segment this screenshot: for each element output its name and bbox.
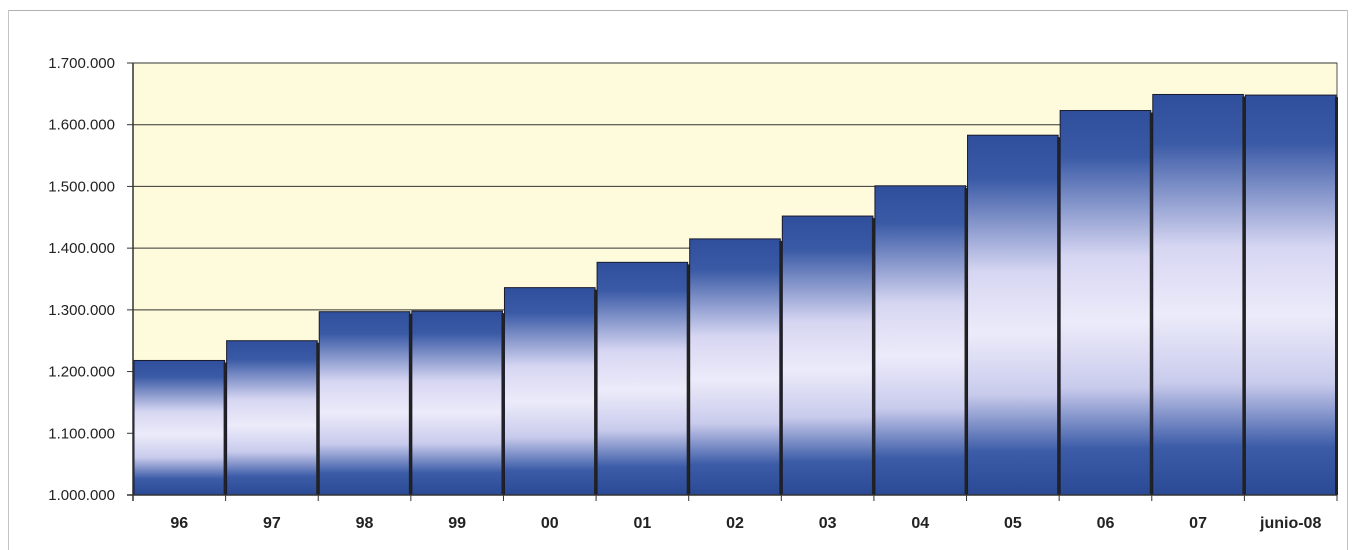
bar-junio-08 (1244, 94, 1337, 496)
x-tick-label: 07 (1189, 515, 1207, 532)
bar-07 (1152, 93, 1244, 496)
bar-shadow (1335, 97, 1338, 495)
x-tick-label: 00 (541, 515, 559, 532)
y-tick-label: 1.300.000 (48, 302, 115, 319)
bar-97 (226, 340, 318, 496)
axes (127, 62, 1338, 501)
x-tick-label: 99 (448, 515, 466, 532)
y-tick-label: 1.600.000 (48, 117, 115, 134)
bar-99 (411, 310, 503, 496)
bar-04 (874, 185, 967, 496)
y-axis-tick-labels: 1.000.000 1.100.000 1.200.000 1.300.000 1.40… (48, 55, 115, 504)
bar-shadow (871, 218, 875, 495)
bars (133, 93, 1338, 496)
y-tick-label: 1.000.000 (48, 487, 115, 504)
bar-shadow (223, 362, 227, 495)
x-tick-label: 06 (1097, 515, 1115, 532)
bar-05 (967, 134, 1059, 496)
bar-shadow (1057, 137, 1061, 495)
bar-00 (503, 287, 596, 496)
bar-shadow (1242, 96, 1246, 495)
bar-shadow (964, 187, 968, 495)
bar-01 (596, 261, 689, 496)
bar-06 (1059, 110, 1152, 496)
x-tick-label: 98 (356, 515, 374, 532)
y-tick-label: 1.700.000 (48, 55, 115, 72)
x-tick-label: 05 (1004, 515, 1022, 532)
bar-02 (689, 238, 781, 496)
bar-shadow (779, 240, 783, 495)
x-tick-label: junio-08 (1259, 515, 1321, 532)
bar-03 (781, 215, 874, 496)
bar-shadow (686, 264, 690, 495)
x-tick-label: 97 (263, 515, 281, 532)
x-tick-label: 03 (819, 515, 837, 532)
frame-left-border (8, 10, 9, 550)
top-rule (8, 10, 1348, 11)
x-axis-tick-labels: 96 97 98 99 00 01 02 03 04 05 06 07 junio-08 (170, 515, 1321, 532)
bar-shadow (316, 342, 320, 495)
x-tick-label: 01 (633, 515, 651, 532)
bar-98 (318, 311, 411, 496)
bar-shadow (1149, 112, 1153, 496)
bar-96 (133, 359, 226, 496)
bar-shadow (408, 313, 412, 495)
x-tick-label: 02 (726, 515, 744, 532)
bar-shadow (501, 313, 505, 495)
x-tick-label: 04 (911, 515, 929, 532)
y-tick-label: 1.400.000 (48, 240, 115, 257)
y-tick-label: 1.200.000 (48, 364, 115, 381)
frame-right-border (1347, 10, 1348, 550)
x-tick-label: 96 (170, 515, 188, 532)
bar-shadow (594, 289, 598, 495)
y-tick-label: 1.100.000 (48, 425, 115, 442)
y-tick-label: 1.500.000 (48, 178, 115, 195)
